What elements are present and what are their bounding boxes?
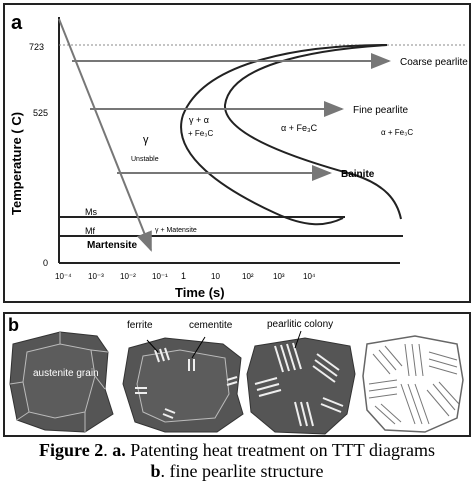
x-tick-1e-2: 10⁻² bbox=[120, 272, 136, 281]
x-tick-10: 10 bbox=[211, 272, 220, 281]
caption-a-tag: a. bbox=[112, 440, 126, 460]
ttt-diagram-svg: a Temperature ( C) 723 525 0 bbox=[9, 12, 468, 300]
pearlitic-colony-pointer bbox=[294, 330, 302, 349]
fine-pearlite-label: Fine pearlite bbox=[353, 105, 408, 116]
cementite-pointer bbox=[191, 336, 206, 359]
alpha-fe3c-label: α + Fe₃C bbox=[281, 123, 318, 133]
austenite-grain-sketch: austenite grain bbox=[9, 331, 114, 433]
y-axis-label: Temperature ( C) bbox=[9, 112, 24, 215]
alpha-fe3c-label-2: α + Fe₃C bbox=[381, 128, 413, 137]
martensite-label: Martensite bbox=[87, 240, 137, 251]
pearlitic-colony-label: pearlitic colony bbox=[267, 319, 333, 330]
cementite-label: cementite bbox=[189, 320, 233, 331]
caption-a-text: Patenting heat treatment on TTT diagrams bbox=[125, 440, 435, 460]
caption-line-1: Figure 2. a. Patenting heat treatment on… bbox=[0, 440, 474, 461]
transformation-start-curve bbox=[180, 44, 388, 226]
caption-line-2: b. fine pearlite structure bbox=[0, 461, 474, 482]
gamma-label: γ bbox=[143, 134, 149, 146]
x-tick-1e-4: 10⁻⁴ bbox=[55, 272, 72, 281]
caption-b-text: . fine pearlite structure bbox=[160, 461, 324, 481]
austenite-label: austenite grain bbox=[33, 368, 99, 379]
y-tick-525: 525 bbox=[33, 108, 48, 118]
panel-a-label: a bbox=[11, 12, 23, 34]
caption-figure-number: Figure 2 bbox=[39, 440, 104, 460]
microstructure-svg: b austenite grain bbox=[8, 315, 464, 435]
ferrite-label: ferrite bbox=[127, 320, 153, 331]
ms-label: Ms bbox=[85, 207, 97, 217]
y-tick-723: 723 bbox=[29, 42, 44, 52]
x-tick-1e-3: 10⁻³ bbox=[88, 272, 104, 281]
panel-b-label: b bbox=[8, 315, 19, 335]
bainite-label: Bainite bbox=[341, 169, 375, 180]
mf-label: Mf bbox=[85, 226, 95, 236]
x-tick-1e-1: 10⁻¹ bbox=[152, 272, 168, 281]
unstable-label: Unstable bbox=[131, 156, 159, 163]
ferrite-cementite-grain-sketch: ferrite cementite bbox=[122, 320, 244, 433]
x-tick-1: 1 bbox=[181, 271, 186, 281]
fe3c-label: + Fe₃C bbox=[188, 129, 213, 138]
coarse-pearlite-label: Coarse pearlite bbox=[400, 57, 468, 68]
x-tick-1e2: 10² bbox=[242, 272, 254, 281]
transformation-finish-curve bbox=[223, 44, 402, 220]
x-tick-1e3: 10³ bbox=[273, 272, 285, 281]
panel-a-ttt-diagram: a Temperature ( C) 723 525 0 bbox=[3, 3, 471, 303]
fine-pearlite-grain-sketch bbox=[362, 335, 464, 433]
austenite-label-line: austenite grain bbox=[33, 368, 99, 379]
gamma-martensite-label: γ + Matensite bbox=[155, 227, 197, 234]
pearlitic-colony-grain-sketch: pearlitic colony bbox=[246, 319, 356, 435]
ferrite-pointer bbox=[146, 339, 159, 353]
x-tick-1e4: 10⁴ bbox=[303, 272, 316, 281]
y-tick-0: 0 bbox=[43, 258, 48, 268]
gamma-alpha-label: γ + α bbox=[189, 115, 209, 125]
caption-b-tag: b bbox=[150, 461, 161, 481]
panel-b-microstructure: b austenite grain bbox=[3, 312, 471, 437]
figure-caption: Figure 2. a. Patenting heat treatment on… bbox=[0, 440, 474, 482]
x-axis-label: Time (s) bbox=[175, 285, 225, 300]
caption-separator: . bbox=[103, 440, 113, 460]
martensite-cooling-path bbox=[58, 18, 152, 252]
